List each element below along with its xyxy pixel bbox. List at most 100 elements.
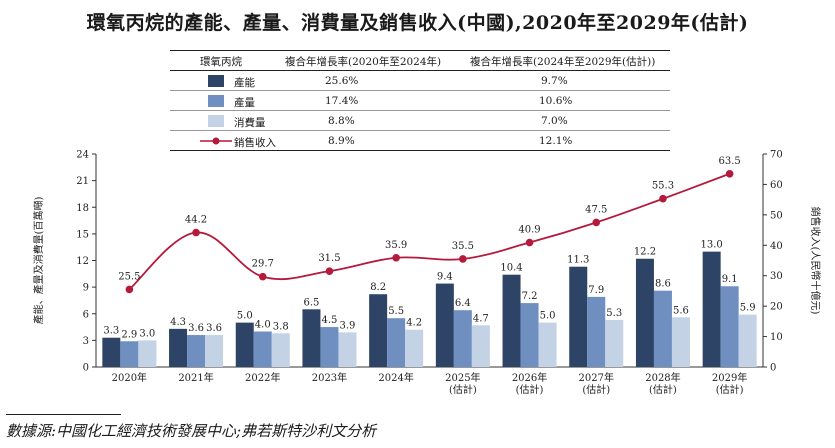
bar-consumption: [138, 340, 157, 367]
bar-data-label: 3.8: [273, 321, 289, 332]
legend-label-capacity: 產能: [234, 77, 255, 89]
left-tick-label: 18: [76, 203, 89, 214]
left-tick-label: 24: [76, 150, 89, 161]
x-tick-label: 2023年: [312, 371, 347, 384]
bar-capacity: [302, 309, 321, 367]
revenue-data-label: 29.7: [252, 259, 274, 270]
bar-data-label: 6.4: [455, 298, 471, 309]
bar-production: [387, 318, 406, 367]
revenue-point: [125, 285, 134, 294]
legend-label-production: 產量: [234, 97, 255, 109]
bar-data-label: 5.0: [237, 311, 253, 322]
bar-production: [653, 290, 672, 367]
x-tick-label: 2028年(估計): [645, 371, 680, 396]
right-tick-label: 40: [770, 241, 783, 252]
bar-consumption: [538, 322, 557, 367]
bar-production: [453, 310, 472, 367]
bar-capacity: [102, 337, 121, 367]
table-row-rule: [170, 110, 670, 111]
right-tick-label: 20: [770, 302, 783, 313]
revenue-data-label: 44.2: [185, 215, 207, 226]
bar-capacity: [569, 266, 588, 367]
bar-consumption: [738, 314, 757, 367]
x-tick-label: 2029年(估計): [712, 371, 747, 396]
revenue-point: [258, 272, 267, 281]
bar-production: [120, 341, 139, 367]
left-tick-label: 6: [83, 309, 89, 320]
left-tick-label: 3: [83, 336, 89, 347]
bar-data-label: 3.0: [139, 328, 155, 339]
table-header-product: 環氧丙烷: [200, 56, 242, 68]
bar-data-label: 11.3: [567, 255, 589, 266]
bar-capacity: [702, 251, 721, 367]
right-tick-label: 10: [770, 332, 783, 343]
right-tick-label: 70: [770, 150, 783, 161]
bar-data-label: 4.2: [406, 318, 422, 329]
bar-data-label: 8.2: [370, 282, 386, 293]
revenue-point: [525, 238, 534, 247]
revenue-line: [128, 172, 730, 291]
right-tick-label: 60: [770, 180, 783, 191]
legend-label-consumption: 消費量: [234, 117, 266, 129]
legend-swatch-capacity: [208, 75, 224, 87]
table-header-cagr-2020-2024: 複合年增長率(2020年至2024年): [285, 56, 442, 68]
revenue-data-label: 63.5: [719, 156, 741, 167]
x-tick-label: 2022年: [245, 371, 280, 384]
x-tick-label: 2020年: [112, 371, 147, 384]
x-tick-label: 2021年: [178, 371, 213, 384]
bar-data-label: 3.9: [339, 320, 355, 331]
revenue-point: [725, 169, 734, 178]
bar-consumption: [605, 319, 624, 367]
bar-data-label: 5.5: [388, 306, 404, 317]
table-bottom-rule: [170, 150, 670, 151]
bar-data-label: 4.0: [255, 320, 271, 331]
bar-data-label: 4.5: [321, 315, 337, 326]
cagr1-consumption: 8.8%: [328, 115, 355, 127]
revenue-data-label: 35.5: [452, 241, 474, 252]
bar-data-label: 9.1: [722, 274, 738, 285]
bar-consumption: [338, 332, 357, 367]
cagr2-production: 10.6%: [539, 95, 573, 107]
right-tick-label: 0: [770, 363, 776, 374]
x-tick-label: 2027年(估計): [579, 371, 614, 396]
revenue-data-label: 47.5: [585, 204, 607, 215]
bar-data-label: 13.0: [701, 240, 723, 251]
cagr2-revenue: 12.1%: [539, 135, 573, 147]
bar-data-label: 3.6: [188, 323, 204, 334]
bar-data-label: 3.6: [206, 323, 222, 334]
left-axis-title: 產能、產量及消費量(百萬噸): [32, 197, 45, 325]
bar-data-label: 4.7: [473, 313, 489, 324]
bar-consumption: [471, 325, 490, 367]
bar-data-label: 5.0: [540, 311, 556, 322]
bar-data-label: 10.4: [500, 263, 522, 274]
left-tick-label: 0: [83, 363, 89, 374]
revenue-point: [659, 194, 667, 203]
source-note: 數據源:中國化工經濟技術發展中心;弗若斯特沙利文分析: [6, 422, 377, 440]
bar-capacity: [635, 258, 654, 367]
bar-production: [187, 335, 206, 367]
bar-production: [320, 327, 339, 367]
bar-data-label: 5.6: [673, 305, 689, 316]
revenue-data-label: 55.3: [652, 181, 674, 192]
revenue-data-label: 31.5: [318, 253, 340, 264]
bar-data-label: 6.5: [303, 297, 319, 308]
bar-consumption: [205, 335, 224, 367]
left-tick-label: 21: [76, 176, 89, 187]
bar-consumption: [271, 333, 290, 367]
revenue-data-label: 35.9: [385, 240, 407, 251]
bar-production: [720, 286, 739, 367]
right-tick-label: 50: [770, 210, 783, 221]
legend-swatch-production: [208, 95, 224, 107]
revenue-point: [192, 228, 200, 237]
revenue-point: [325, 267, 334, 275]
bar-capacity: [369, 294, 388, 367]
bar-data-label: 9.4: [437, 272, 453, 283]
legend-line-marker-revenue: [200, 137, 232, 145]
revenue-point: [592, 218, 601, 227]
table-header-cagr-2024-2029: 複合年增長率(2024年至2029年(估計)): [470, 56, 656, 68]
table-top-rule: [170, 50, 670, 51]
table-row-rule: [170, 90, 670, 91]
table-row-rule: [170, 130, 670, 131]
bar-data-label: 4.3: [170, 317, 186, 328]
